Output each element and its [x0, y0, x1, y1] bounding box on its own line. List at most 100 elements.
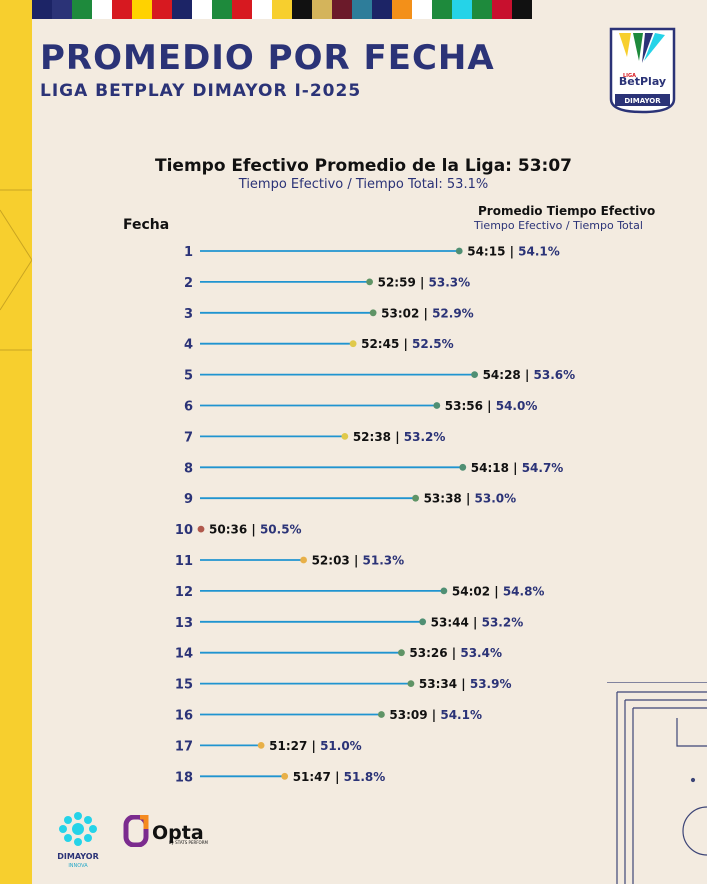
- percent-value: 51.0%: [320, 739, 362, 753]
- fecha-label: 8: [184, 461, 193, 476]
- percent-value: 51.3%: [363, 554, 405, 568]
- percent-value: 54.0%: [496, 399, 538, 413]
- separator: |: [395, 430, 404, 444]
- stripe-segment: [52, 0, 72, 19]
- fecha-label: 5: [184, 369, 193, 384]
- stripe-segment: [32, 0, 52, 19]
- value-label: 53:09 | 54.1%: [389, 708, 482, 722]
- separator: |: [335, 770, 344, 784]
- percent-value: 50.5%: [260, 523, 302, 537]
- fecha-label: 10: [175, 523, 193, 538]
- dimayor-innova-logo: DIMAYOR INNOVA: [57, 812, 99, 869]
- stripe-segment: [352, 0, 372, 19]
- value-label: 52:45 | 52.5%: [361, 337, 454, 351]
- time-value: 54:18: [471, 461, 513, 475]
- separator: |: [424, 306, 433, 320]
- separator: |: [473, 615, 482, 629]
- liga-betplay-logo: LIGA BetPlay DIMAYOR: [609, 27, 676, 114]
- value-column-header: Promedio Tiempo Efectivo: [478, 204, 656, 218]
- separator: |: [420, 275, 429, 289]
- value-label: 53:02 | 52.9%: [381, 306, 474, 320]
- value-column-subheader: Tiempo Efectivo / Tiempo Total: [474, 219, 643, 232]
- stripe-segment: [452, 0, 472, 19]
- stripe-segment: [412, 0, 432, 19]
- innova-text: INNOVA: [68, 863, 88, 869]
- separator: |: [251, 523, 260, 537]
- fecha-label: 18: [175, 770, 193, 785]
- opta-text: Opta: [152, 822, 204, 844]
- stripe-segment: [292, 0, 312, 19]
- opta-sub-text: by STATS PERFORM: [169, 840, 208, 845]
- time-value: 53:02: [381, 306, 423, 320]
- color-stripe: [32, 0, 532, 19]
- fecha-label: 14: [175, 647, 193, 662]
- stripe-segment: [332, 0, 352, 19]
- separator: |: [432, 708, 441, 722]
- data-point: [300, 556, 307, 564]
- percent-value: 54.7%: [522, 461, 564, 475]
- opta-logo: Opta by STATS PERFORM: [123, 815, 208, 847]
- stripe-segment: [172, 0, 192, 19]
- data-point: [440, 587, 448, 595]
- data-point: [471, 371, 478, 378]
- logo-liga-text: LIGA: [623, 73, 636, 79]
- logo-org-text: DIMAYOR: [624, 97, 661, 105]
- fecha-label: 9: [184, 492, 193, 507]
- separator: |: [354, 554, 363, 568]
- separator: |: [525, 368, 534, 382]
- stripe-segment: [252, 0, 272, 19]
- fecha-label: 2: [184, 276, 193, 291]
- value-label: 53:34 | 53.9%: [419, 677, 512, 691]
- separator: |: [494, 584, 503, 598]
- data-point: [281, 772, 289, 780]
- stripe-segment: [472, 0, 492, 19]
- data-point: [412, 494, 419, 502]
- fecha-label: 7: [184, 430, 193, 445]
- time-value: 51:47: [293, 770, 335, 784]
- time-value: 52:45: [361, 337, 403, 351]
- separator: |: [487, 399, 496, 413]
- chart-subtitle: Tiempo Efectivo / Tiempo Total: 53.1%: [238, 177, 489, 192]
- data-point: [459, 463, 467, 471]
- stripe-segment: [512, 0, 532, 19]
- time-value: 51:27: [269, 739, 311, 753]
- value-label: 53:26 | 53.4%: [409, 646, 502, 660]
- pitch-lines-decoration: [607, 682, 707, 884]
- data-point: [378, 711, 385, 718]
- data-point: [197, 525, 205, 533]
- time-value: 54:28: [483, 368, 525, 382]
- data-point: [419, 618, 427, 626]
- stripe-segment: [392, 0, 412, 19]
- percent-value: 54.1%: [440, 708, 482, 722]
- value-label: 53:38 | 53.0%: [424, 492, 517, 506]
- percent-value: 52.9%: [432, 306, 474, 320]
- page-subtitle: LIGA BETPLAY DIMAYOR I-2025: [40, 81, 362, 101]
- percent-value: 53.9%: [470, 677, 512, 691]
- time-value: 54:15: [467, 245, 509, 259]
- fecha-label: 15: [175, 678, 193, 693]
- fecha-label: 13: [175, 616, 193, 631]
- fecha-label: 3: [184, 307, 193, 322]
- data-point: [366, 278, 373, 286]
- separator: |: [510, 245, 519, 259]
- stripe-segment: [192, 0, 212, 19]
- data-point: [398, 649, 405, 657]
- value-label: 54:18 | 54.7%: [471, 461, 564, 475]
- left-accent-bar: [0, 0, 32, 884]
- separator: |: [513, 461, 522, 475]
- percent-value: 51.8%: [344, 770, 386, 784]
- stripe-segment: [92, 0, 112, 19]
- fecha-label: 12: [175, 585, 193, 600]
- percent-value: 54.1%: [518, 245, 560, 259]
- percent-value: 54.8%: [503, 584, 545, 598]
- value-label: 50:36 | 50.5%: [209, 523, 302, 537]
- data-point: [455, 247, 463, 255]
- page-title: PROMEDIO POR FECHA: [40, 38, 495, 78]
- value-label: 53:56 | 54.0%: [445, 399, 538, 413]
- time-value: 53:26: [409, 646, 451, 660]
- data-point: [369, 309, 377, 317]
- stripe-segment: [432, 0, 452, 19]
- time-value: 54:02: [452, 584, 494, 598]
- value-label: 52:03 | 51.3%: [312, 554, 405, 568]
